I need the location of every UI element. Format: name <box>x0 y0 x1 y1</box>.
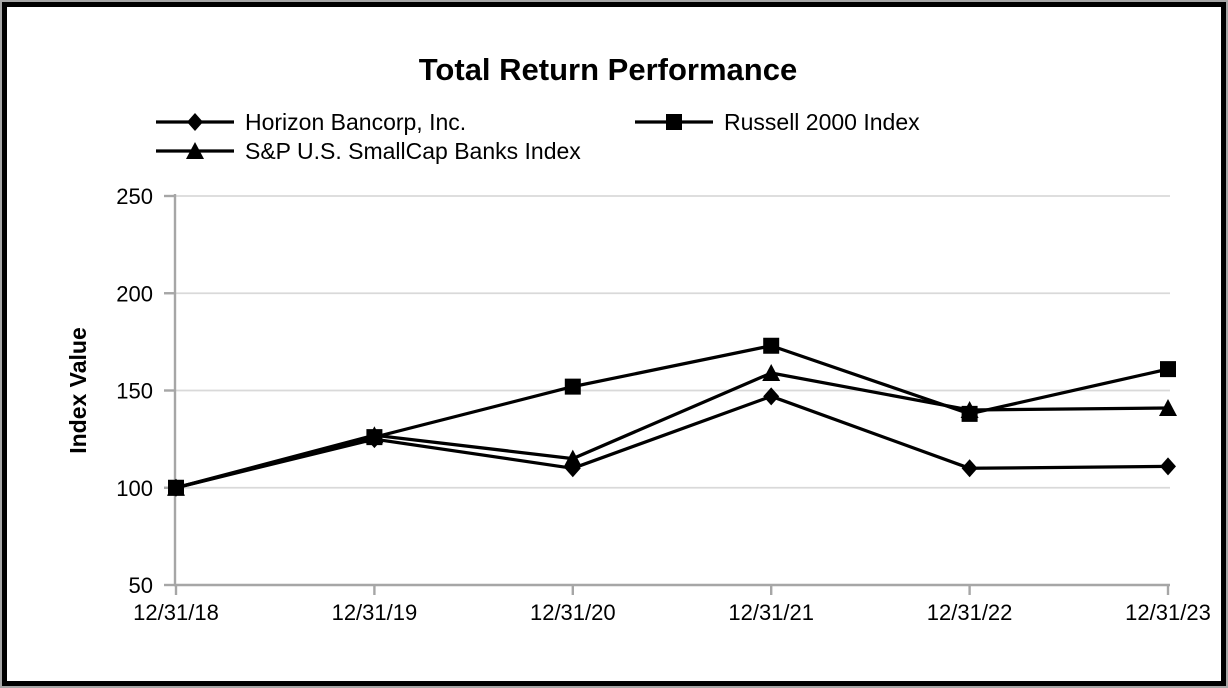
x-tick-label: 12/31/18 <box>133 600 219 625</box>
y-tick-label: 100 <box>116 476 153 501</box>
x-tick-label: 12/31/19 <box>332 600 418 625</box>
series-horizon-bancorp-inc <box>168 387 1176 497</box>
series-s-p-u-s-smallcap-banks-index <box>167 363 1177 496</box>
diamond-marker-icon <box>1160 457 1176 476</box>
square-marker-icon <box>666 114 682 130</box>
square-marker-icon <box>168 479 184 496</box>
legend-swatch <box>635 114 713 130</box>
legend-item-horizon-bancorp-inc: Horizon Bancorp, Inc. <box>155 110 466 134</box>
square-marker-icon <box>1160 361 1176 378</box>
triangle-marker-icon <box>563 449 582 467</box>
legend-item-russell-2000-index: Russell 2000 Index <box>634 110 920 134</box>
y-tick-label: 250 <box>116 184 153 209</box>
square-marker-icon <box>564 378 581 395</box>
legend-label: Horizon Bancorp, Inc. <box>245 109 467 135</box>
axis-tick-labels: 50 100 150 200 250 12/31/18 12/31/19 12/31/20 12… <box>116 184 1211 625</box>
x-tick-label: 12/31/22 <box>927 600 1013 625</box>
y-tick-label: 150 <box>116 379 153 404</box>
y-gridlines <box>175 195 1170 489</box>
axis-ticks <box>164 194 1170 595</box>
diamond-marker-icon <box>961 459 978 478</box>
square-marker-icon <box>763 337 780 354</box>
legend-swatch <box>156 113 234 131</box>
series-russell-2000-index <box>168 337 1176 496</box>
legend-label: S&P U.S. SmallCap Banks Index <box>245 138 581 164</box>
triangle-marker-icon <box>762 363 781 381</box>
y-tick-label: 200 <box>116 281 153 306</box>
chart-title: Total Return Performance <box>418 52 798 87</box>
square-marker-icon <box>366 429 383 446</box>
legend-item-s-p-u-s-smallcap-banks-index: S&P U.S. SmallCap Banks Index <box>155 139 581 163</box>
y-tick-label: 50 <box>129 573 153 598</box>
triangle-marker-icon <box>1159 399 1177 417</box>
series-line <box>175 344 1169 490</box>
y-axis-title: Index Value <box>65 327 91 454</box>
legend-label: Russell 2000 Index <box>724 109 920 135</box>
x-tick-label: 12/31/23 <box>1125 600 1211 625</box>
legend-swatch <box>156 142 234 159</box>
diamond-marker-icon <box>763 387 780 406</box>
diamond-marker-icon <box>187 113 203 131</box>
x-tick-label: 12/31/21 <box>728 600 814 625</box>
square-marker-icon <box>961 405 978 422</box>
triangle-marker-icon <box>186 142 204 159</box>
x-tick-label: 12/31/20 <box>530 600 616 625</box>
